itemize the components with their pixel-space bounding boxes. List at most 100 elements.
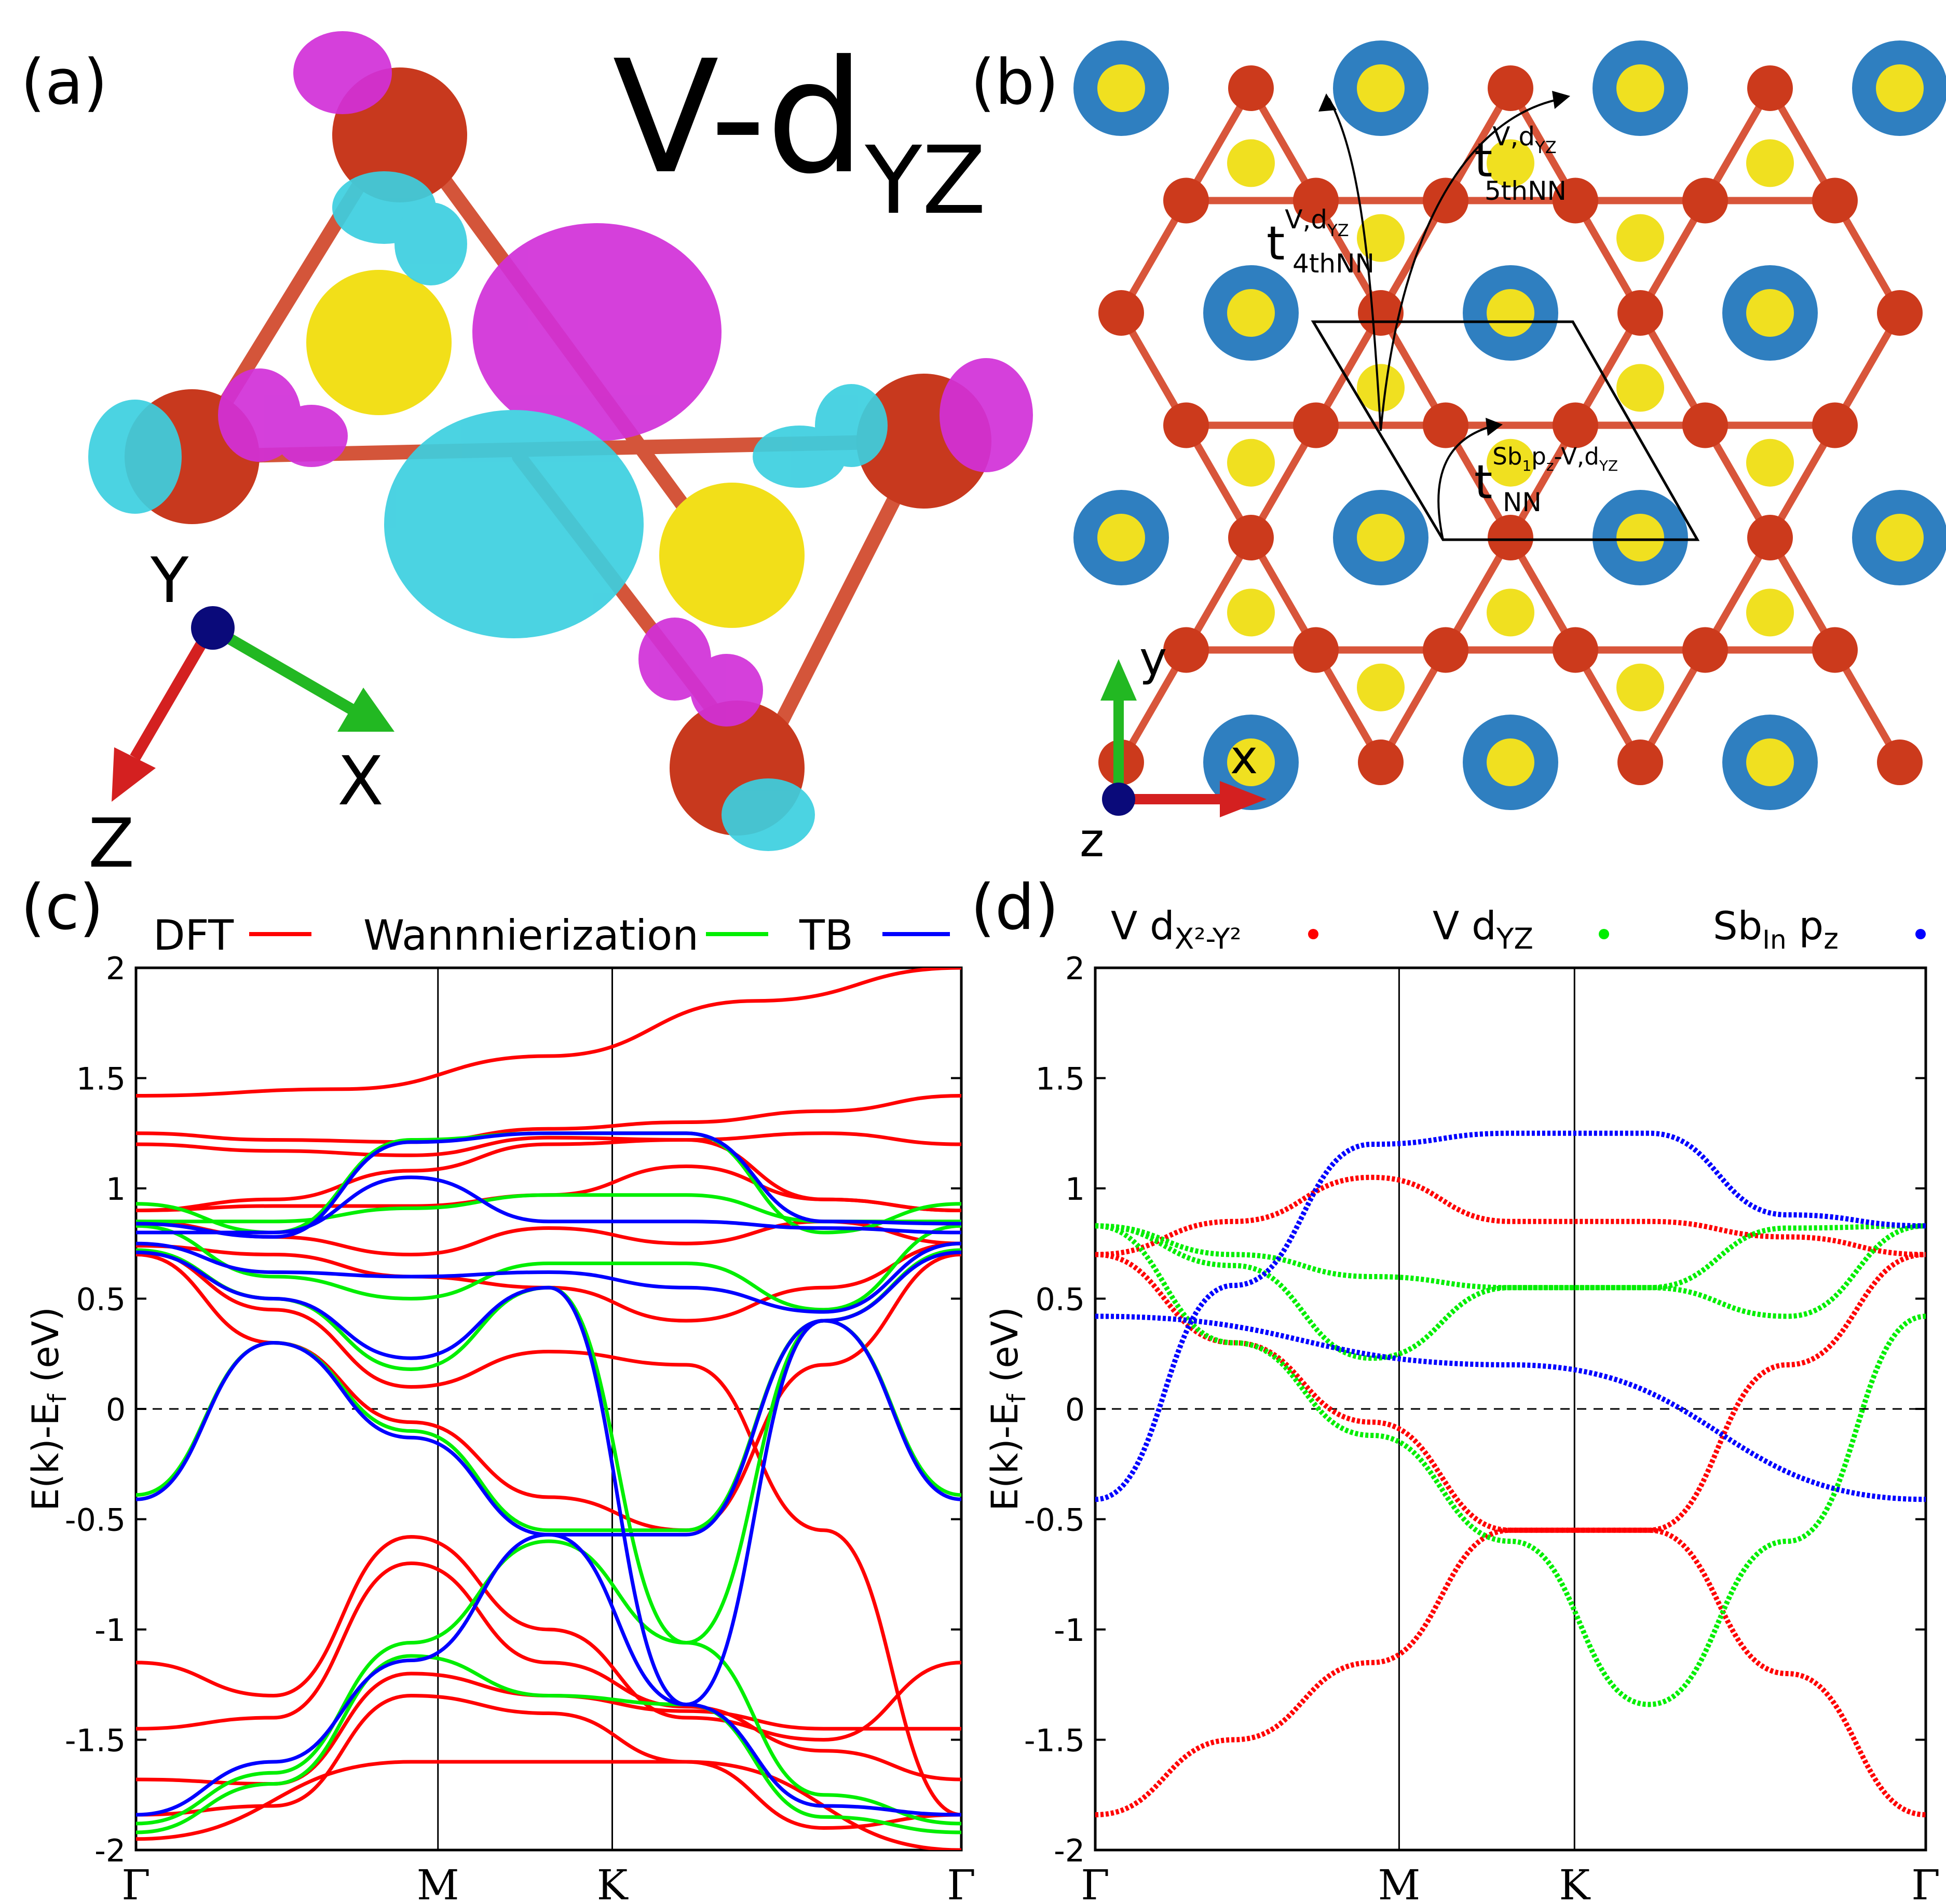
v-atom: [1682, 627, 1728, 673]
legend-tb-label: TB: [799, 911, 853, 960]
lobe-positive: [293, 31, 392, 114]
band-line: [1095, 1130, 1926, 1502]
band-line: [136, 1131, 961, 1235]
legend-dyz-swatch: [1599, 929, 1609, 939]
band-line: [136, 1224, 961, 1312]
v-atom: [1617, 290, 1663, 336]
v-atom: [1163, 627, 1209, 673]
y-tick-label: -1: [94, 1612, 126, 1649]
hop-label-nn-sub: NN: [1503, 487, 1542, 517]
sb-atom-out-core: [1746, 738, 1794, 787]
v-atom: [1682, 177, 1728, 224]
axis-x-arrow: [212, 625, 366, 721]
v-atom: [1553, 177, 1598, 224]
sb-atom-in: [1227, 139, 1275, 187]
v-atom: [1682, 402, 1728, 448]
band-line: [136, 1561, 961, 1782]
v-atom: [1812, 402, 1858, 448]
lobe-negative: [394, 202, 467, 285]
y-axis-label: E(k)-Ef (eV): [24, 1307, 72, 1511]
v-atom: [1293, 402, 1339, 448]
band-line: [136, 968, 961, 1098]
v-atom: [1877, 739, 1923, 786]
v-atom: [1228, 65, 1274, 111]
v-atom: [1747, 515, 1793, 561]
lobe-negative: [88, 400, 182, 514]
legend-dft-label: DFT: [153, 911, 234, 960]
panel-c: (c) DFT Wannnierization TB Γ M K Γ 2 1.5 1 0.5 0…: [21, 872, 976, 1904]
band-line: [136, 1241, 961, 1323]
y-tick-label: 0: [1065, 1392, 1085, 1428]
sb-atom-out-core: [1227, 289, 1275, 337]
v-atom: [1293, 627, 1339, 673]
band-line: [136, 1164, 961, 1212]
hop-label-5th: tV,dYZ: [1474, 121, 1557, 188]
k-point-label: M: [1378, 1861, 1420, 1904]
band-line: [1095, 1313, 1926, 1502]
k-point-label: M: [417, 1861, 459, 1904]
sb-atom-out-core: [1616, 64, 1664, 112]
axis-x-label: x: [1230, 730, 1258, 785]
band-line: [136, 1253, 961, 1532]
axes-triad-b: y x z: [1080, 632, 1267, 868]
band-line: [136, 1672, 961, 1786]
k-point-label: Γ: [947, 1861, 976, 1904]
v-atom: [1098, 290, 1144, 336]
hop-arrow-5th: [1380, 98, 1563, 431]
axis-z-label: z: [1080, 813, 1104, 868]
y-axis-label: E(k)-Ef (eV): [984, 1307, 1031, 1511]
sb-atom-out-core: [1097, 64, 1145, 112]
sb-atom-out-core: [1357, 514, 1405, 562]
v-atom: [1812, 627, 1858, 673]
axis-x-arrowhead: [337, 688, 394, 732]
sb-atom-in: [1616, 214, 1664, 262]
axis-y-label: y: [1139, 632, 1167, 686]
k-point-label: Γ: [121, 1861, 151, 1904]
y-tick-label: 0.5: [1036, 1282, 1085, 1318]
kagome-lattice: [1073, 40, 1946, 811]
hopping-arrows: [1328, 98, 1563, 540]
band-line: [1095, 1223, 1926, 1291]
v-atom: [1553, 402, 1598, 448]
k-point-label: K: [597, 1861, 629, 1904]
y-tick-label: -1: [1054, 1612, 1085, 1649]
v-atom: [1163, 402, 1209, 448]
orbital-lobes: [88, 31, 1033, 851]
band-line: [1095, 1174, 1926, 1257]
sb-atom: [659, 483, 805, 628]
axis-z-label: Z: [88, 804, 134, 883]
y-tick-label: 1: [1065, 1171, 1085, 1208]
sb-atom-in: [1227, 588, 1275, 637]
axis-z-arrowhead: [112, 747, 156, 802]
panel-b: (b) tV,dYZ 4thNN tV,dYZ 5thNN tSb1pz-V,d…: [971, 40, 1946, 868]
sb-atom-out-core: [1746, 289, 1794, 337]
v-atom: [1617, 739, 1663, 786]
sb-atom-out-core: [1097, 514, 1145, 562]
axis-z-dot: [1102, 783, 1135, 816]
legend-sbpz-label: SbIn pz: [1713, 903, 1839, 955]
y-tick-label: -1.5: [1024, 1723, 1085, 1759]
sb-atom-in: [1487, 588, 1534, 637]
sb-atom-in: [1746, 439, 1794, 487]
axis-y-label: Y: [150, 545, 189, 617]
k-point-label: Γ: [1081, 1861, 1110, 1904]
panel-d: (d) V dX²-Y² V dYZ SbIn pz Γ M K Γ 2 1.5 1 0.5 0…: [971, 872, 1940, 1904]
k-point-label: K: [1559, 1861, 1590, 1904]
y-tick-label: 2: [106, 951, 126, 987]
band-line: [1095, 1527, 1926, 1817]
band-plot-c: Γ M K Γ 2 1.5 1 0.5 0 -0.5 -1 -1.5 -2 E(k)-Ef (eV): [24, 951, 976, 1904]
lobe-positive: [690, 654, 763, 727]
sb-atom-out-core: [1616, 514, 1664, 562]
band-line: [136, 1131, 961, 1157]
v-atom: [1812, 177, 1858, 224]
y-tick-label: -2: [94, 1833, 126, 1869]
y-tick-label: -1.5: [65, 1723, 126, 1759]
sb-atom-in: [1227, 439, 1275, 487]
lobe-positive: [940, 358, 1033, 472]
panel-c-label: (c): [21, 872, 104, 944]
sb-atom-out-core: [1487, 289, 1534, 337]
axis-x-label: X: [337, 742, 384, 820]
bands: [1095, 1130, 1926, 1817]
v-atom: [1423, 402, 1468, 448]
axis-z-arrow: [130, 630, 213, 761]
